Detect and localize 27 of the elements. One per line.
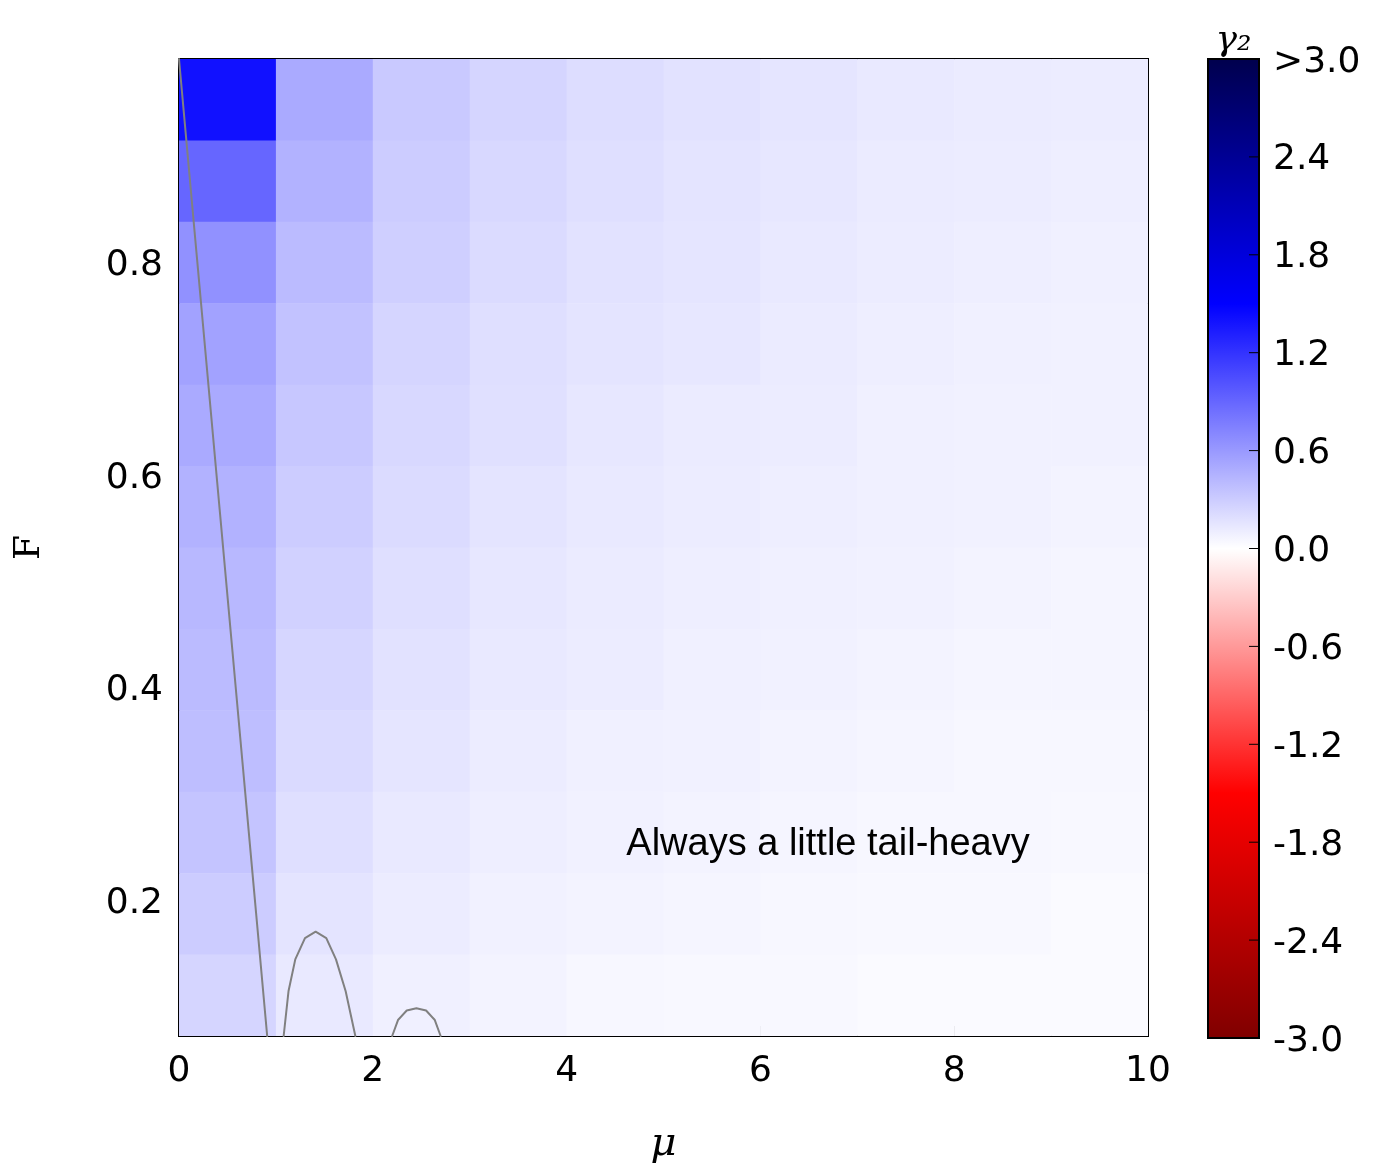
annotation: Always a little tail-heavy (626, 821, 1030, 863)
color-bar-label: -1.8 (1273, 821, 1344, 863)
color-bar-title: γ₂ (1215, 16, 1252, 58)
line-series (282, 930, 357, 1037)
x-tick-label: 4 (555, 1047, 579, 1089)
color-bar-label: >3.0 (1273, 38, 1361, 80)
color-bar-label: -3.0 (1273, 1017, 1344, 1059)
x-tick-label: 0 (167, 1047, 191, 1089)
color-bar-label: 1.2 (1273, 332, 1331, 374)
y-tick-label: 0.6 (105, 454, 163, 496)
color-bar-label: -2.4 (1273, 919, 1344, 961)
y-tick-label: 0.4 (105, 667, 163, 709)
x-tick-label: 6 (748, 1047, 772, 1089)
line-series (391, 1007, 442, 1037)
x-tick-label: 10 (1125, 1047, 1171, 1089)
x-axis-title: μ (650, 1118, 677, 1164)
x-tick-label: 8 (942, 1047, 966, 1089)
color-bar-label: -1.2 (1273, 723, 1344, 765)
color-bar-label: 2.4 (1273, 136, 1331, 178)
y-tick-label: 0.8 (105, 241, 163, 283)
color-bar-label: 0.6 (1273, 430, 1331, 472)
y-axis-title: F (5, 535, 47, 560)
color-bar-label: -0.6 (1273, 625, 1344, 667)
y-tick-label: 0.2 (105, 880, 163, 922)
color-bar-label: 1.8 (1273, 234, 1331, 276)
color-bar-label: 0.0 (1273, 528, 1331, 569)
x-tick-label: 2 (361, 1047, 385, 1089)
